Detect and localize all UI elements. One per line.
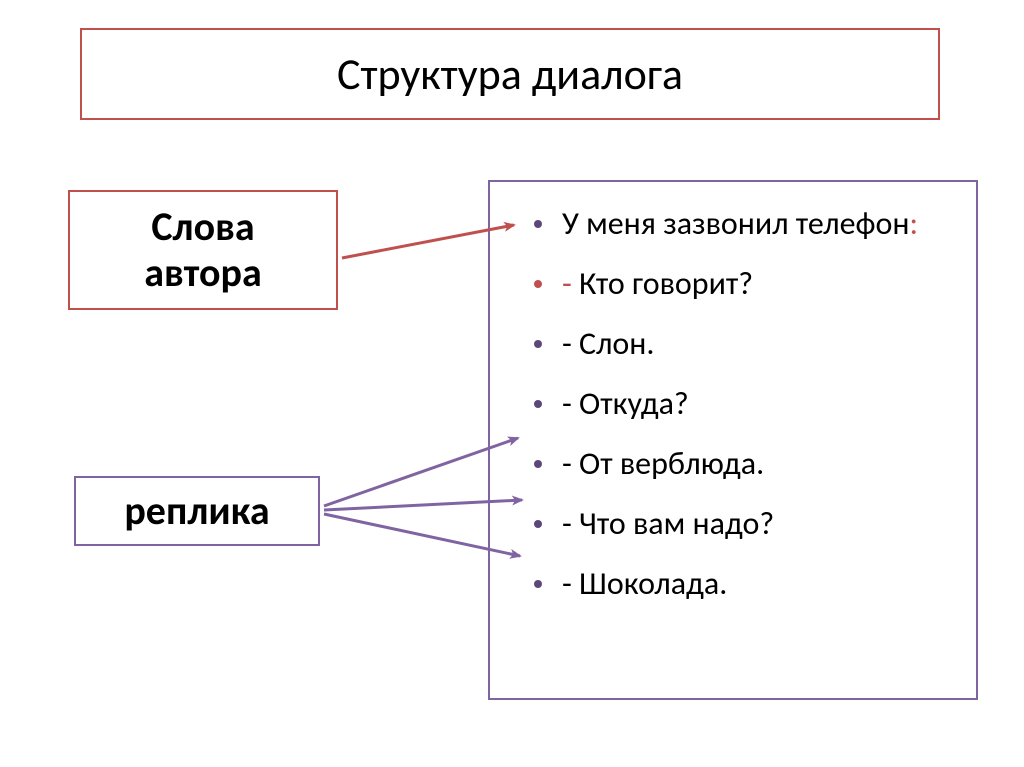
dialogue-line: - Шоколада. (534, 564, 956, 604)
author-label-text: Словаавтора (144, 204, 262, 296)
dialogue-line: У меня зазвонил телефон: (534, 204, 956, 244)
dash: - (562, 504, 579, 543)
bullet-icon (534, 580, 542, 588)
dialogue-line-text: - Слон. (562, 324, 654, 364)
bullet-icon (534, 280, 542, 288)
dash: - (562, 264, 579, 303)
dialogue-line-text: У меня зазвонил телефон: (562, 204, 918, 244)
dash: - (562, 324, 579, 363)
dialogue-line-text: - Шоколада. (562, 564, 727, 604)
bullet-icon (534, 520, 542, 528)
dialogue-line-text: - Что вам надо? (562, 504, 774, 544)
bullet-icon (534, 340, 542, 348)
dialogue-line: - Что вам надо? (534, 504, 956, 544)
dialogue-line: - Кто говорит? (534, 264, 956, 304)
dialogue-line: - От верблюда. (534, 444, 956, 484)
replica-label-box: реплика (74, 476, 320, 546)
dialogue-content-box: У меня зазвонил телефон: - Кто говорит? - … (488, 180, 978, 700)
dash: - (562, 564, 579, 603)
bullet-icon (534, 400, 542, 408)
colon: : (909, 204, 918, 243)
dialogue-line-text: - Кто говорит? (562, 264, 753, 304)
dialogue-line: - Откуда? (534, 384, 956, 424)
page-title: Структура диалога (337, 47, 683, 101)
dash: - (562, 444, 579, 483)
dialogue-line: - Слон. (534, 324, 956, 364)
dialogue-line-text: - От верблюда. (562, 444, 764, 484)
dialogue-line-text: - Откуда? (562, 384, 689, 424)
title-box: Структура диалога (80, 28, 940, 120)
replica-label-text: реплика (124, 488, 269, 534)
bullet-icon (534, 220, 542, 228)
bullet-icon (534, 460, 542, 468)
dash: - (562, 384, 579, 423)
author-label-box: Словаавтора (68, 190, 338, 310)
